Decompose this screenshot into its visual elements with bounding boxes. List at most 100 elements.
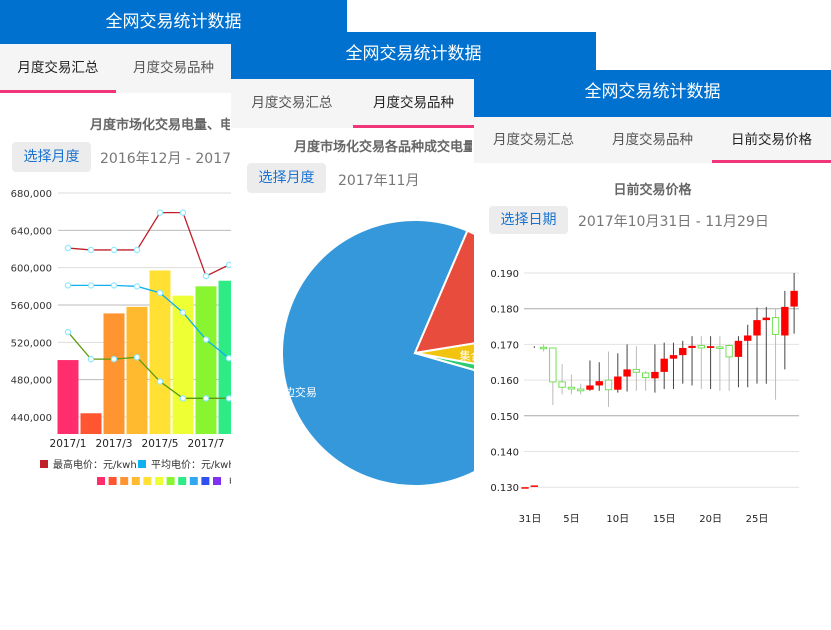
series-line	[68, 284, 230, 359]
series-point	[179, 209, 187, 216]
candle-body	[669, 355, 678, 359]
candle-body	[651, 371, 659, 379]
y-tick-label: 0.140	[490, 448, 519, 459]
day-ahead-candlestick-chart: 0.190 0.180 0.170 0.160 0.150 0.140 0.130 31日 5日…	[490, 269, 799, 525]
screen-day-ahead-price: 全网交易统计数据 月度交易汇总 月度交易品种 日前交易价格 日前交易价格 选择日…	[474, 70, 831, 630]
tab-monthly-category[interactable]: 月度交易品种	[612, 132, 693, 148]
legend-swatch	[40, 460, 48, 468]
candle-body	[790, 290, 798, 307]
candle-body	[549, 347, 557, 383]
tab-monthly-category[interactable]: 月度交易品种	[133, 60, 214, 76]
candle-body	[558, 381, 566, 388]
candle-body	[530, 485, 538, 487]
y-tick-label: 0.190	[490, 269, 519, 280]
x-tick-label: 20日	[699, 514, 722, 525]
series-point	[133, 354, 141, 361]
candle-body	[604, 379, 613, 391]
y-tick-label: 600,000	[11, 264, 52, 275]
candle-body	[725, 345, 733, 358]
select-date-button[interactable]: 选择日期	[489, 206, 568, 234]
candle-body	[632, 368, 641, 373]
y-tick-label: 560,000	[11, 301, 52, 312]
series-point	[202, 395, 210, 402]
tab-bar: 月度交易汇总 月度交易品种 日前交易价格	[474, 117, 831, 163]
candle-body	[641, 372, 650, 379]
candle-body	[614, 376, 622, 390]
legend-swatch	[138, 460, 146, 468]
series-point	[202, 272, 210, 280]
series-point	[179, 309, 187, 316]
legend-swatch	[108, 477, 117, 485]
x-tick-label: 15日	[653, 514, 676, 525]
bar	[126, 306, 148, 434]
legend-swatch	[166, 477, 175, 485]
legend-label: 最高电价：元/kwh	[53, 458, 137, 471]
series-point	[156, 378, 164, 385]
y-tick-label: 520,000	[11, 338, 52, 349]
legend-swatch	[155, 477, 163, 485]
tab-day-ahead-price[interactable]: 日前交易价格	[712, 117, 831, 163]
date-range: 2017年10月31日 - 11月29日	[578, 214, 769, 230]
candle-body	[539, 346, 548, 350]
series-point	[64, 328, 72, 336]
tab-monthly-summary[interactable]: 月度交易汇总	[493, 132, 574, 148]
bar	[103, 313, 125, 434]
x-tick-label: 2017/7	[188, 438, 225, 450]
x-tick-label: 2017/1	[50, 438, 87, 450]
x-tick-label: 2017/5	[142, 438, 179, 450]
bar	[172, 295, 194, 434]
legend-swatch	[97, 477, 105, 485]
x-tick-label: 2017/3	[96, 438, 133, 450]
series-point	[179, 395, 187, 402]
bar	[149, 270, 171, 434]
chart-title: 日前交易价格	[613, 183, 692, 198]
y-tick-label: 0.180	[490, 305, 519, 316]
app-header: 全网交易统计数据	[474, 70, 831, 117]
candle-body	[716, 346, 724, 349]
chart-title: 月度市场化交易电量、电价	[90, 118, 230, 133]
candle-body	[679, 347, 687, 356]
legend-swatch	[178, 477, 187, 485]
candle-body	[688, 345, 696, 348]
candle-body	[567, 386, 576, 390]
y-tick-label: 0.160	[490, 376, 519, 387]
y-tick-label: 0.130	[490, 483, 519, 494]
series-point	[133, 283, 141, 290]
select-month-button[interactable]: 选择月度	[12, 142, 91, 172]
series-point	[87, 355, 95, 363]
legend-swatch	[131, 477, 140, 485]
series-point	[64, 282, 72, 289]
chart-title: 月度市场化交易各品种成交电量	[294, 140, 472, 155]
bar	[57, 360, 79, 434]
legend-swatch	[189, 477, 198, 485]
pie-label: 双边交易	[273, 385, 317, 399]
y-tick-label: 640,000	[11, 226, 52, 237]
x-tick-label: 25日	[746, 514, 769, 525]
series-point	[110, 282, 118, 289]
bar	[195, 286, 217, 434]
series-point	[64, 244, 72, 252]
x-tick-label: 5日	[563, 514, 579, 525]
tab-monthly-category[interactable]: 月度交易品种	[352, 79, 475, 128]
series-line	[67, 211, 230, 277]
selected-month: 2017年11月	[338, 173, 420, 189]
select-month-button[interactable]: 选择月度	[247, 163, 326, 193]
x-tick-label: 10日	[606, 514, 629, 525]
candle-body	[762, 317, 770, 321]
legend-swatch	[213, 477, 221, 485]
bar	[80, 413, 102, 434]
candle-body	[744, 335, 752, 341]
series-point	[110, 355, 118, 363]
x-tick-label: 31日	[519, 514, 542, 525]
series-point	[202, 336, 210, 343]
tab-monthly-summary[interactable]: 月度交易汇总	[0, 44, 116, 93]
y-tick-label: 480,000	[11, 376, 52, 387]
tab-monthly-summary[interactable]: 月度交易汇总	[251, 95, 333, 111]
candle-body	[753, 320, 761, 336]
y-tick-label: 0.150	[490, 412, 519, 423]
y-tick-label: 680,000	[11, 189, 52, 200]
date-range: 2016年12月 - 2017年	[100, 151, 230, 167]
series-point	[87, 282, 95, 289]
candle-body	[577, 388, 585, 392]
candle-body	[521, 487, 529, 489]
